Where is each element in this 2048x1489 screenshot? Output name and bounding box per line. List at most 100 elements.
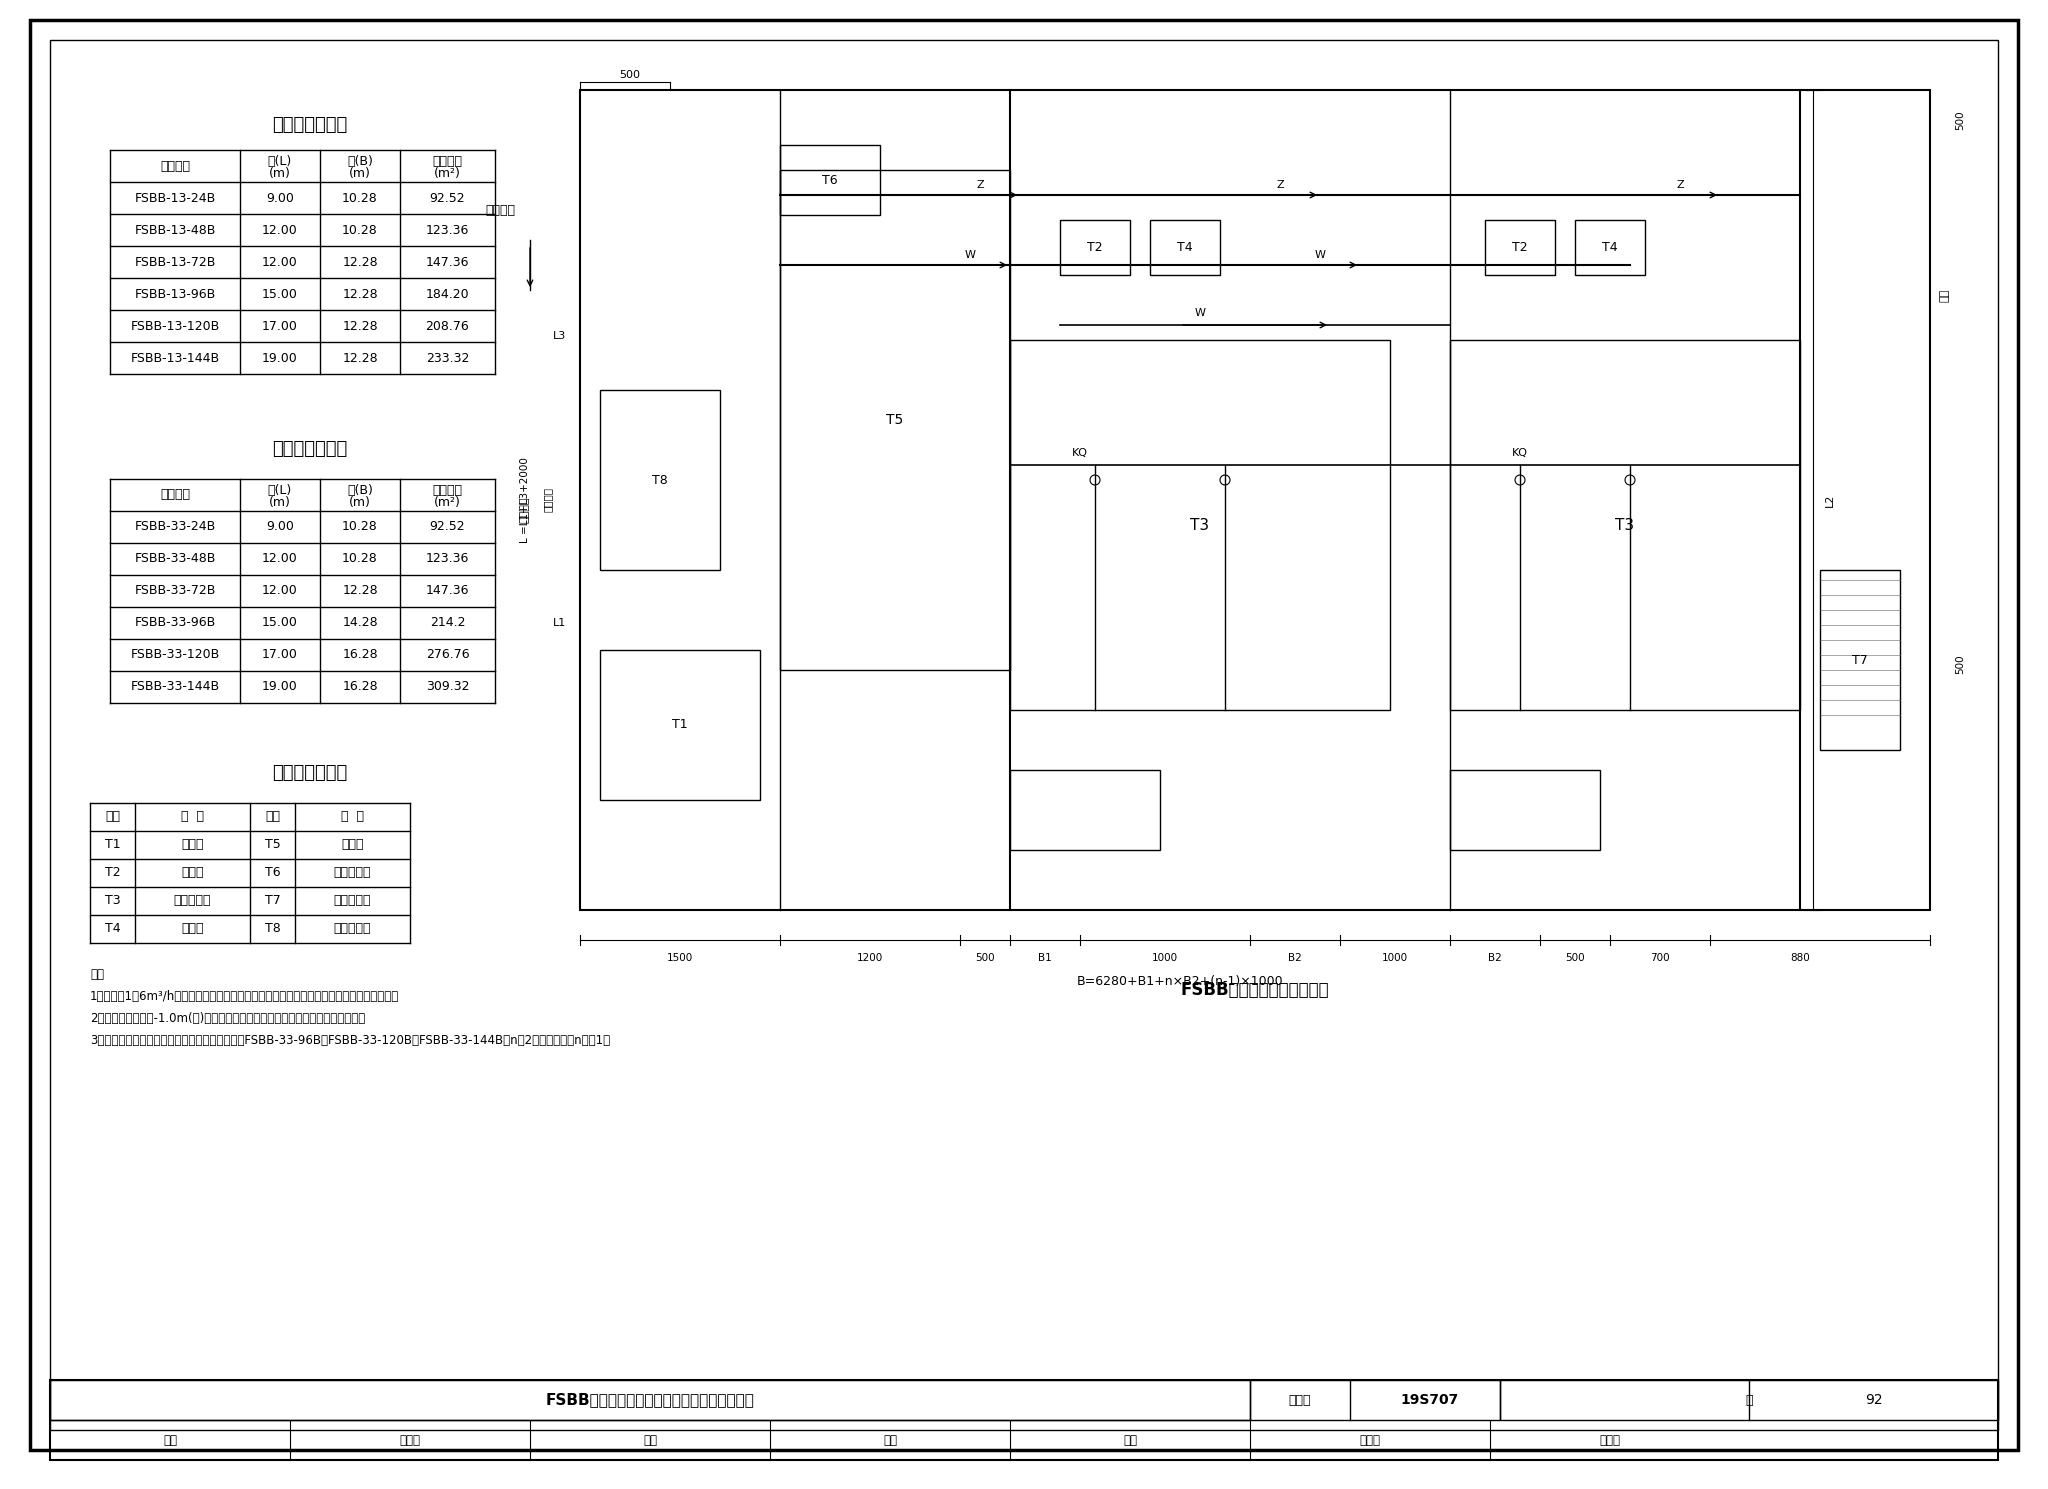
Text: 调节池: 调节池: [182, 838, 203, 852]
Text: 12.28: 12.28: [342, 287, 377, 301]
Text: B2: B2: [1489, 953, 1501, 963]
Text: 10.28: 10.28: [342, 192, 379, 204]
Text: T4: T4: [1602, 241, 1618, 255]
Bar: [1499, 1380, 1999, 1421]
Text: 宽(B): 宽(B): [346, 155, 373, 168]
Text: Z: Z: [1675, 180, 1683, 191]
Text: (m²): (m²): [434, 496, 461, 509]
Text: 12.28: 12.28: [342, 320, 377, 332]
Text: FSBB-13-144B: FSBB-13-144B: [131, 351, 219, 365]
Text: 92: 92: [1864, 1394, 1882, 1407]
Text: T2: T2: [1087, 241, 1102, 255]
Text: 500: 500: [1956, 654, 1964, 675]
Text: 12.00: 12.00: [262, 256, 297, 268]
Bar: [580, 89, 1929, 910]
Text: 15.00: 15.00: [262, 616, 297, 630]
Text: 编号: 编号: [104, 810, 121, 823]
Text: KQ: KQ: [1511, 448, 1528, 459]
Text: FSBB-13-48B: FSBB-13-48B: [135, 223, 215, 237]
Text: 宽(B): 宽(B): [346, 484, 373, 497]
Text: 流离生化池: 流离生化池: [174, 895, 211, 907]
Text: 超越管路: 超越管路: [520, 497, 530, 523]
Text: FSBB-33-72B: FSBB-33-72B: [135, 585, 215, 597]
Text: 占地指标（二）: 占地指标（二）: [272, 441, 348, 459]
Text: 审核: 审核: [164, 1434, 176, 1446]
Text: 1500: 1500: [668, 953, 692, 963]
Text: KQ: KQ: [1071, 448, 1087, 459]
Text: 2．进水管标高低于-1.0m(含)时，需要设置格栅集水井，平面布置采用平面布置。: 2．进水管标高低于-1.0m(含)时，需要设置格栅集水井，平面布置采用平面布置。: [90, 1013, 365, 1024]
Text: 700: 700: [1651, 953, 1669, 963]
Text: T3: T3: [1616, 518, 1634, 533]
Text: 14.28: 14.28: [342, 616, 377, 630]
Text: 1200: 1200: [856, 953, 883, 963]
Text: W: W: [1194, 308, 1206, 319]
Text: 名称编号对照表: 名称编号对照表: [272, 764, 348, 782]
Bar: [1061, 220, 1130, 275]
Text: 设计: 设计: [1122, 1434, 1137, 1446]
Text: 孙海君: 孙海君: [399, 1434, 420, 1446]
Text: 10.28: 10.28: [342, 521, 379, 533]
Bar: [49, 1380, 1999, 1461]
Text: 276.76: 276.76: [426, 649, 469, 661]
Text: Z: Z: [977, 180, 983, 191]
Bar: [1151, 220, 1221, 275]
Text: T1: T1: [672, 719, 688, 731]
Text: 92.52: 92.52: [430, 521, 465, 533]
Text: 配水池: 配水池: [182, 867, 203, 880]
Text: T7: T7: [1851, 654, 1868, 667]
Text: Z: Z: [1276, 180, 1284, 191]
Bar: [1010, 339, 1391, 710]
Text: 214.2: 214.2: [430, 616, 465, 630]
Text: 19S707: 19S707: [1401, 1394, 1458, 1407]
Text: FSBB-33-120B: FSBB-33-120B: [131, 649, 219, 661]
Text: 图集号: 图集号: [1288, 1394, 1311, 1407]
Text: T3: T3: [1190, 518, 1210, 533]
Text: B=6280+B1+n×B2+(n-1)×1000: B=6280+B1+n×B2+(n-1)×1000: [1077, 975, 1284, 989]
Bar: [1485, 220, 1554, 275]
Text: 92.52: 92.52: [430, 192, 465, 204]
Text: FSBB-33-144B: FSBB-33-144B: [131, 680, 219, 694]
Text: FSBB型生活排水处理成套设备典型平面布置图: FSBB型生活排水处理成套设备典型平面布置图: [545, 1392, 754, 1407]
Text: 1．本图为1～6m³/h室外埋地流离生化优质杂排水、生活污水处理成套设备典型平面布置图。: 1．本图为1～6m³/h室外埋地流离生化优质杂排水、生活污水处理成套设备典型平面…: [90, 990, 399, 1004]
Text: T4: T4: [1178, 241, 1192, 255]
Text: L =L1+L3+2000: L =L1+L3+2000: [520, 457, 530, 543]
Text: 12.28: 12.28: [342, 585, 377, 597]
Text: 16.28: 16.28: [342, 649, 377, 661]
Bar: [1010, 770, 1159, 850]
Text: 长(L): 长(L): [268, 155, 293, 168]
Text: 标准排放口: 标准排放口: [334, 895, 371, 907]
Text: T8: T8: [264, 923, 281, 935]
Bar: [1249, 1380, 1499, 1421]
Text: L1: L1: [553, 618, 567, 628]
Text: (m²): (m²): [434, 167, 461, 180]
Text: 12.28: 12.28: [342, 351, 377, 365]
Text: 1000: 1000: [1151, 953, 1178, 963]
Text: 集水池: 集水池: [182, 923, 203, 935]
Text: FSBB型设备典型平面布置图: FSBB型设备典型平面布置图: [1182, 981, 1329, 999]
Text: T6: T6: [264, 867, 281, 880]
Text: 注：: 注：: [90, 968, 104, 981]
Text: 500: 500: [1565, 953, 1585, 963]
Text: 占地面积: 占地面积: [432, 484, 463, 497]
Text: 10.28: 10.28: [342, 552, 379, 566]
Text: 10.28: 10.28: [342, 223, 379, 237]
Text: 格栅集水池: 格栅集水池: [334, 923, 371, 935]
Text: 12.00: 12.00: [262, 585, 297, 597]
Bar: [600, 651, 760, 800]
Text: 9.00: 9.00: [266, 192, 295, 204]
Bar: [1450, 339, 1800, 710]
Text: 233.32: 233.32: [426, 351, 469, 365]
Text: 超越管路: 超越管路: [543, 487, 553, 512]
Text: (m): (m): [348, 496, 371, 509]
Text: 208.76: 208.76: [426, 320, 469, 332]
Text: L2: L2: [1825, 493, 1835, 506]
Text: 880: 880: [1790, 953, 1810, 963]
Text: FSBB-13-72B: FSBB-13-72B: [135, 256, 215, 268]
Text: B2: B2: [1288, 953, 1303, 963]
Text: FSBB-13-120B: FSBB-13-120B: [131, 320, 219, 332]
Text: FSBB-33-48B: FSBB-33-48B: [135, 552, 215, 566]
Text: T6: T6: [821, 174, 838, 186]
Text: 王云龙: 王云龙: [1599, 1434, 1620, 1446]
Text: 12.00: 12.00: [262, 223, 297, 237]
Bar: [1821, 570, 1901, 750]
